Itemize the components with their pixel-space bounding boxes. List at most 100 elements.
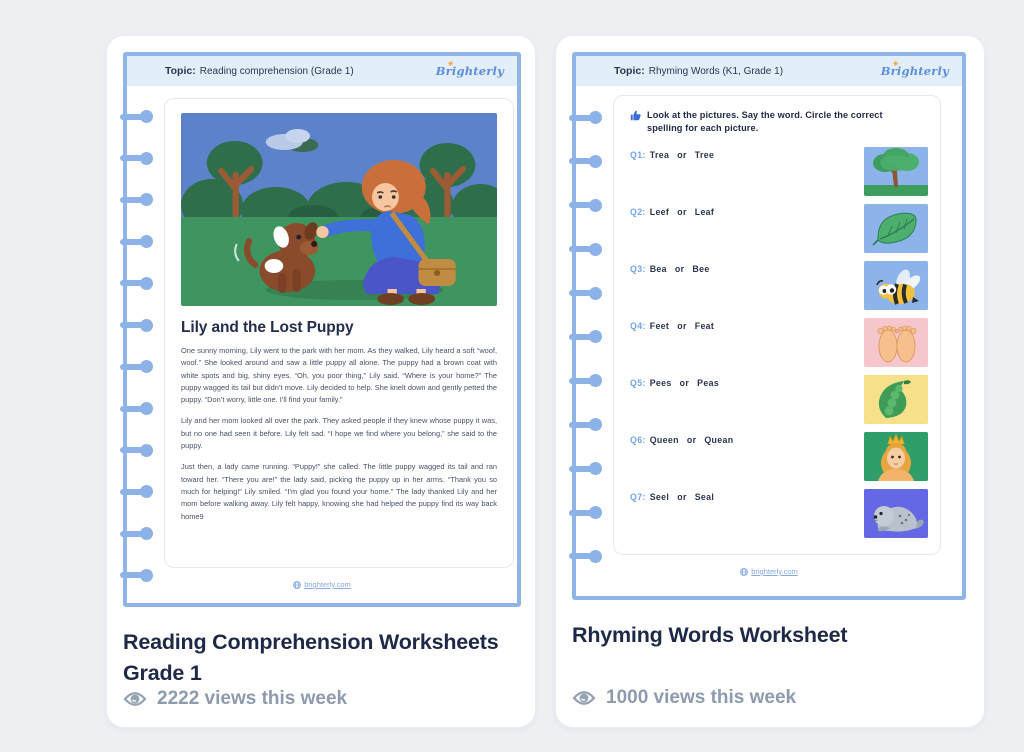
question-row: Q6: Queen or Quean [630,431,928,489]
bee-image [864,260,928,310]
or-label: or [677,320,687,331]
or-label: or [677,491,687,502]
queen-image [864,431,928,481]
globe-icon [293,580,302,589]
question-label: Q5: [630,377,646,388]
worksheet-footer: brighterly.com [576,567,962,576]
topic-line: Topic: Reading comprehension (Grade 1) [165,65,354,77]
binder-ring [120,568,153,582]
worksheet-card-rhyming[interactable]: Topic: Rhyming Words (K1, Grade 1) ✳ Brig… [555,35,985,728]
binder-ring [569,374,602,388]
worksheet-paper: Look at the pictures. Say the word. Circ… [569,95,962,605]
topic-label: Topic: [614,65,645,77]
question-text: Q1: Trea or Tree [630,150,714,160]
card-title[interactable]: Rhyming Words Worksheet [572,623,848,647]
worksheet-card-reading[interactable]: Topic: Reading comprehension (Grade 1) ✳ … [106,35,536,728]
views-count: 2222 views this week [157,688,348,710]
question-word-1: Seel [649,491,670,502]
question-text: Q4: Feet or Feat [630,321,714,331]
story-paragraph: One sunny morning, Lily went to the park… [181,346,497,405]
binder-ring [120,151,153,165]
rhyming-worksheet-preview: Topic: Rhyming Words (K1, Grade 1) ✳ Brig… [569,52,966,600]
brighterly-logo: ✳ Brighterly [435,59,504,78]
topic-label: Topic: [165,65,196,77]
binder-ring [569,111,602,124]
binder-ring [569,198,602,212]
story-paragraph: Lily and her mom looked all over the par… [181,416,497,451]
binder-rings [120,110,153,582]
worksheet-header: Topic: Reading comprehension (Grade 1) ✳ … [127,56,517,86]
question-row: Q7: Seel or Seal [630,488,928,546]
binder-ring [120,235,153,249]
question-word-1: Feet [649,320,670,331]
binder-ring [120,485,153,499]
binder-ring [569,242,602,256]
worksheet-footer-link: brighterly.com [304,580,351,589]
question-row: Q4: Feet or Feat [630,317,928,375]
binder-ring [569,330,602,344]
question-row: Q3: Bea or Bee [630,260,928,318]
question-text: Q6: Queen or Quean [630,435,733,445]
binder-rings [569,111,602,563]
eye-icon [123,692,147,707]
views-row: 1000 views this week [572,687,968,709]
binder-ring [569,549,602,563]
seal-image [864,488,928,538]
topic-value: Reading comprehension (Grade 1) [199,66,354,77]
seal-image [864,488,928,538]
or-label: or [677,149,687,160]
instruction-row: Look at the pictures. Say the word. Circ… [630,109,928,136]
question-label: Q2: [630,206,646,217]
or-label: or [686,434,697,445]
question-label: Q1: [630,149,646,160]
globe-icon [740,567,749,576]
topic-line: Topic: Rhyming Words (K1, Grade 1) [614,65,783,77]
worksheet-footer-link: brighterly.com [751,567,798,576]
queen-image [864,431,928,481]
question-row: Q5: Pees or Peas [630,374,928,432]
brighterly-logo: ✳ Brighterly [880,59,949,78]
question-word-2: Leaf [694,206,715,217]
question-word-2: Tree [694,149,715,160]
question-label: Q4: [630,320,646,331]
binder-ring [120,527,153,541]
binder-ring [120,110,153,123]
question-text: Q2: Leef or Leaf [630,207,714,217]
story-paragraphs: One sunny morning, Lily went to the park… [181,345,497,523]
binder-ring [120,318,153,332]
park-scene-illustration [181,113,497,306]
card-title[interactable]: Reading Comprehension Worksheets Grade 1 [123,630,499,685]
binder-ring [569,286,602,300]
question-text: Q5: Pees or Peas [630,378,719,388]
sun-icon: ✳ [892,59,899,68]
feet-image [864,317,928,367]
task-box: Look at the pictures. Say the word. Circ… [613,95,941,555]
question-word-1: Queen [649,434,679,445]
views-row: 2222 views this week [123,688,519,710]
question-word-2: Feat [694,320,715,331]
binder-ring [569,154,602,168]
or-label: or [674,263,685,274]
question-word-2: Peas [697,377,720,388]
question-word-2: Quean [704,434,734,445]
question-row: Q1: Trea or Tree [630,146,928,204]
leaf-image [864,203,928,253]
binder-ring [569,418,602,432]
reading-worksheet-preview: Topic: Reading comprehension (Grade 1) ✳ … [120,52,521,607]
worksheet-footer: brighterly.com [127,580,517,589]
question-word-1: Leef [649,206,670,217]
peas-image [864,374,928,424]
topic-value: Rhyming Words (K1, Grade 1) [648,66,784,77]
instruction-text: Look at the pictures. Say the word. Circ… [647,110,883,134]
question-row: Q2: Leef or Leaf [630,203,928,261]
worksheet-paper: Lily and the Lost Puppy One sunny mornin… [120,98,517,615]
binder-ring [120,276,153,290]
binder-ring [569,462,602,476]
worksheet-header: Topic: Rhyming Words (K1, Grade 1) ✳ Brig… [576,56,962,86]
bee-image [864,260,928,310]
peas-image [864,374,928,424]
views-count: 1000 views this week [606,687,797,708]
question-word-1: Pees [649,377,672,388]
question-word-1: Bea [649,263,667,274]
question-label: Q6: [630,434,646,445]
